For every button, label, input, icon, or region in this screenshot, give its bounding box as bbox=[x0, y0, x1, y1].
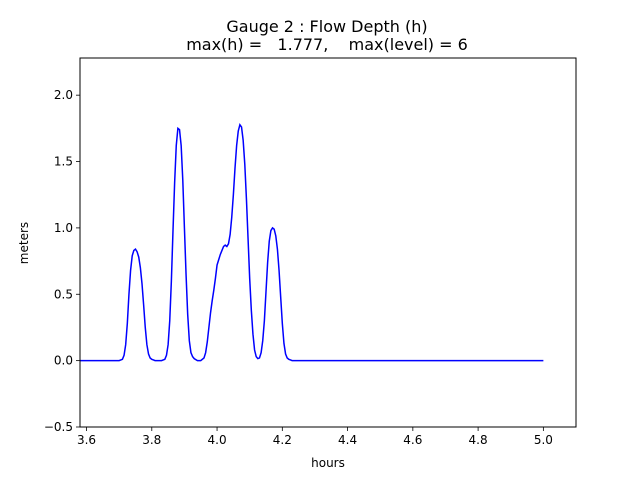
y-axis-label: meters bbox=[17, 222, 31, 264]
chart-title-line-1: Gauge 2 : Flow Depth (h) bbox=[226, 17, 427, 36]
x-tick-label: 4.6 bbox=[403, 433, 422, 447]
x-tick-label: 5.0 bbox=[534, 433, 553, 447]
y-axis: −0.5 0.0 0.5 1.0 1.5 2.0 bbox=[44, 88, 80, 434]
x-axis-label: hours bbox=[311, 456, 345, 470]
x-tick-label: 3.8 bbox=[142, 433, 161, 447]
plot-frame bbox=[79, 57, 577, 428]
x-tick-label: 3.6 bbox=[77, 433, 96, 447]
flow-depth-series-line bbox=[80, 123, 544, 362]
chart-title-line-2: max(h) = 1.777, max(level) = 6 bbox=[186, 35, 468, 54]
y-tick-label: 0.0 bbox=[54, 354, 73, 368]
y-tick-label: 2.0 bbox=[54, 88, 73, 102]
y-tick-label: −0.5 bbox=[44, 420, 73, 434]
x-tick-label: 4.8 bbox=[469, 433, 488, 447]
y-tick-label: 1.5 bbox=[54, 155, 73, 169]
plot-area bbox=[80, 123, 544, 362]
x-tick-label: 4.2 bbox=[273, 433, 292, 447]
y-tick-label: 0.5 bbox=[54, 287, 73, 301]
y-tick-label: 1.0 bbox=[54, 221, 73, 235]
x-axis: 3.6 3.8 4.0 4.2 4.4 4.6 4.8 5.0 bbox=[77, 427, 553, 447]
x-tick-label: 4.4 bbox=[338, 433, 357, 447]
x-tick-label: 4.0 bbox=[208, 433, 227, 447]
